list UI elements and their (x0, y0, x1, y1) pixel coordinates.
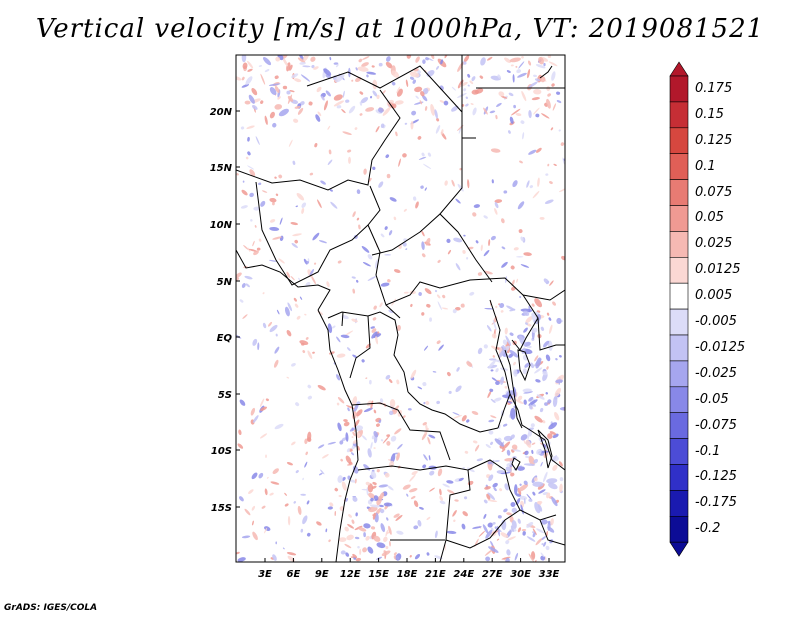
lat-label: 10S (211, 446, 232, 457)
colorbar-swatch (669, 438, 689, 465)
country-borders (236, 55, 565, 562)
colorbar-swatch (669, 101, 689, 129)
colorbar-label: 0.175 (695, 80, 733, 96)
colorbar-label: 0.15 (695, 106, 724, 122)
axis-ticks: 20N 15N 10N 5N EQ 5S 10S 15S 3E 6E 9E 12E 15E 18E 21E 2… (210, 107, 560, 580)
lat-label: 5N (217, 277, 233, 288)
colorbar-swatch (669, 412, 689, 439)
lon-label: 21E (425, 569, 446, 580)
lon-label: 27E (482, 569, 503, 580)
colorbar-label: 0.1 (695, 158, 716, 174)
colorbar-label: 0.0125 (695, 262, 741, 278)
map-frame (235, 54, 566, 563)
velocity-field (236, 55, 565, 562)
colorbar-label: -0.05 (695, 391, 729, 407)
colorbar-label: -0.0125 (695, 339, 746, 355)
colorbar-swatch (669, 127, 689, 155)
colorbar (669, 61, 689, 557)
colorbar-top-arrow (669, 61, 689, 77)
lat-label: 15N (210, 163, 233, 174)
colorbar-swatch (669, 464, 689, 491)
lat-label: EQ (217, 333, 233, 344)
colorbar-swatch (669, 256, 689, 284)
colorbar-label: -0.005 (695, 314, 737, 330)
colorbar-swatch (669, 75, 689, 103)
colorbar-swatch (669, 179, 689, 206)
colorbar-label: 0.125 (695, 132, 733, 148)
colorbar-label: -0.1 (695, 443, 721, 459)
lon-label: 9E (315, 569, 329, 580)
map-title: Vertical velocity [m/s] at 1000hPa, VT: … (35, 14, 765, 44)
lon-label: 12E (340, 569, 361, 580)
lon-label: 18E (397, 569, 418, 580)
colorbar-label: -0.075 (695, 417, 737, 433)
colorbar-label: 0.05 (695, 210, 724, 226)
lat-label: 15S (211, 503, 232, 514)
colorbar-label: -0.025 (695, 365, 737, 381)
colorbar-label: -0.2 (695, 521, 721, 537)
colorbar-swatch (669, 231, 689, 258)
lat-label: 5S (218, 390, 232, 401)
colorbar-label: -0.175 (695, 495, 737, 511)
colorbar-label: 0.075 (695, 184, 733, 200)
lon-label: 3E (258, 569, 272, 580)
lon-label: 15E (368, 569, 389, 580)
colorbar-bottom-arrow (669, 541, 689, 557)
grads-credit: GrADS: IGES/COLA (4, 603, 98, 613)
lon-label: 6E (287, 569, 301, 580)
colorbar-swatch (669, 153, 689, 180)
field-blobs (236, 55, 565, 562)
colorbar-swatch (669, 334, 689, 362)
colorbar-swatch (669, 386, 689, 413)
colorbar-swatch (669, 205, 689, 232)
colorbar-swatch (669, 490, 689, 517)
lon-label: 33E (539, 569, 560, 580)
lon-label: 24E (453, 569, 474, 580)
colorbar-label: 0.025 (695, 236, 733, 252)
lon-label: 30E (510, 569, 531, 580)
colorbar-label: 0.005 (695, 288, 733, 304)
colorbar-label: -0.125 (695, 469, 737, 485)
colorbar-swatch (669, 308, 689, 336)
colorbar-swatch (669, 515, 689, 543)
lat-label: 10N (210, 220, 233, 231)
colorbar-swatch (669, 282, 689, 310)
lat-label: 20N (210, 107, 233, 118)
colorbar-swatch (669, 360, 689, 388)
